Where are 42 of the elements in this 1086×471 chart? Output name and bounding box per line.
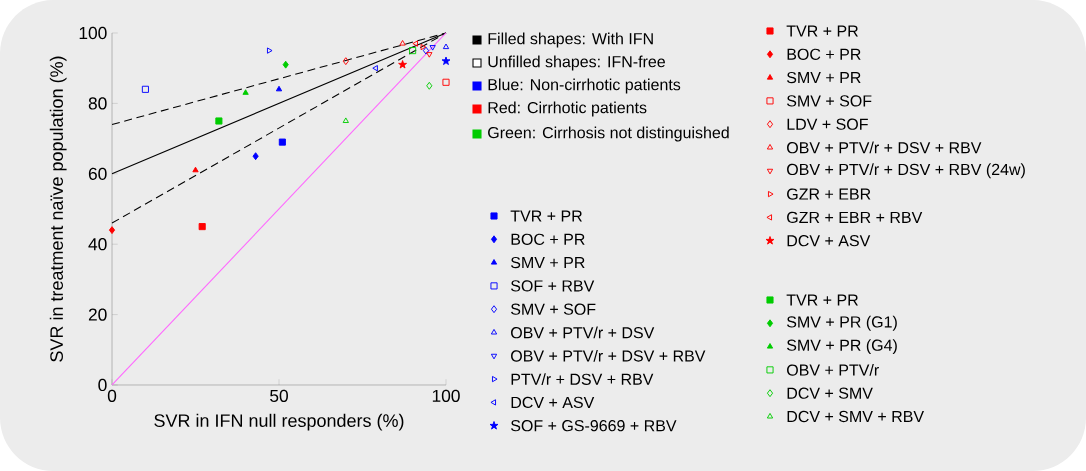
legend-label: SMV + PR (G4): [787, 339, 897, 355]
y-tick-label: 60: [88, 167, 107, 180]
y-tick-label: 40: [88, 238, 107, 251]
y-tick-label: 100: [79, 26, 107, 40]
legend-label: DCV + SMV: [787, 387, 873, 399]
x-tick-label: 0: [107, 389, 117, 402]
legend-label: SMV + SOF: [511, 303, 596, 315]
legend-label: DCV + ASV: [511, 396, 595, 409]
legend-label: SOF + GS-9669 + RBV: [511, 420, 677, 432]
legend-label: BOC + PR: [511, 233, 585, 245]
legend-label: TVR + PR: [510, 210, 582, 222]
text: Red: Cirrhotic patients: [488, 101, 647, 117]
x-tick-label: 50: [270, 389, 288, 402]
legend-label: PTV/r + DSV + RBV: [511, 373, 654, 385]
x-axis-title: SVR in IFN null responders (%): [154, 413, 404, 431]
legend-label: BOC + PR: [787, 48, 861, 60]
legend-label: LDV + SOF: [787, 118, 868, 130]
legend-label: SMV + SOF: [787, 95, 872, 107]
text: Green: Cirrhosis not distinguished: [488, 126, 729, 142]
legend-label: OBV + PTV/r + DSV + RBV: [511, 349, 706, 362]
legend-label: SOF + RBV: [511, 280, 595, 292]
text: Blue: Non-cirrhotic patients: [488, 78, 681, 94]
legend-label: GZR + EBR: [787, 188, 871, 200]
legend-label: DCV + SMV + RBV: [787, 410, 924, 423]
legend-label: SMV + PR: [787, 71, 861, 84]
legend-label: OBV + PTV/r: [787, 364, 879, 376]
text: Unfilled shapes: IFN-free: [488, 55, 665, 71]
y-tick-label: 80: [88, 97, 107, 110]
legend-label: TVR + PR: [786, 25, 858, 37]
legend-label: SMV + PR: [511, 256, 585, 269]
y-tick-label: 20: [88, 308, 107, 321]
y-tick-label: 0: [98, 378, 107, 392]
x-tick-label: 100: [432, 389, 460, 402]
legend-label: OBV + PTV/r + DSV + RBV: [787, 141, 982, 154]
legend-label: GZR + EBR + RBV: [787, 211, 923, 224]
y-axis-title: SVR in treatment naïve population (%): [49, 56, 67, 362]
legend-label: OBV + PTV/r + DSV + RBV (24w): [787, 163, 1025, 179]
legend-label: OBV + PTV/r + DSV: [511, 326, 655, 339]
legend-label: DCV + ASV: [787, 235, 871, 247]
legend-label: TVR + PR: [786, 294, 858, 306]
text: Filled shapes: With IFN: [488, 32, 653, 48]
legend-label: SMV + PR (G1): [787, 315, 897, 331]
